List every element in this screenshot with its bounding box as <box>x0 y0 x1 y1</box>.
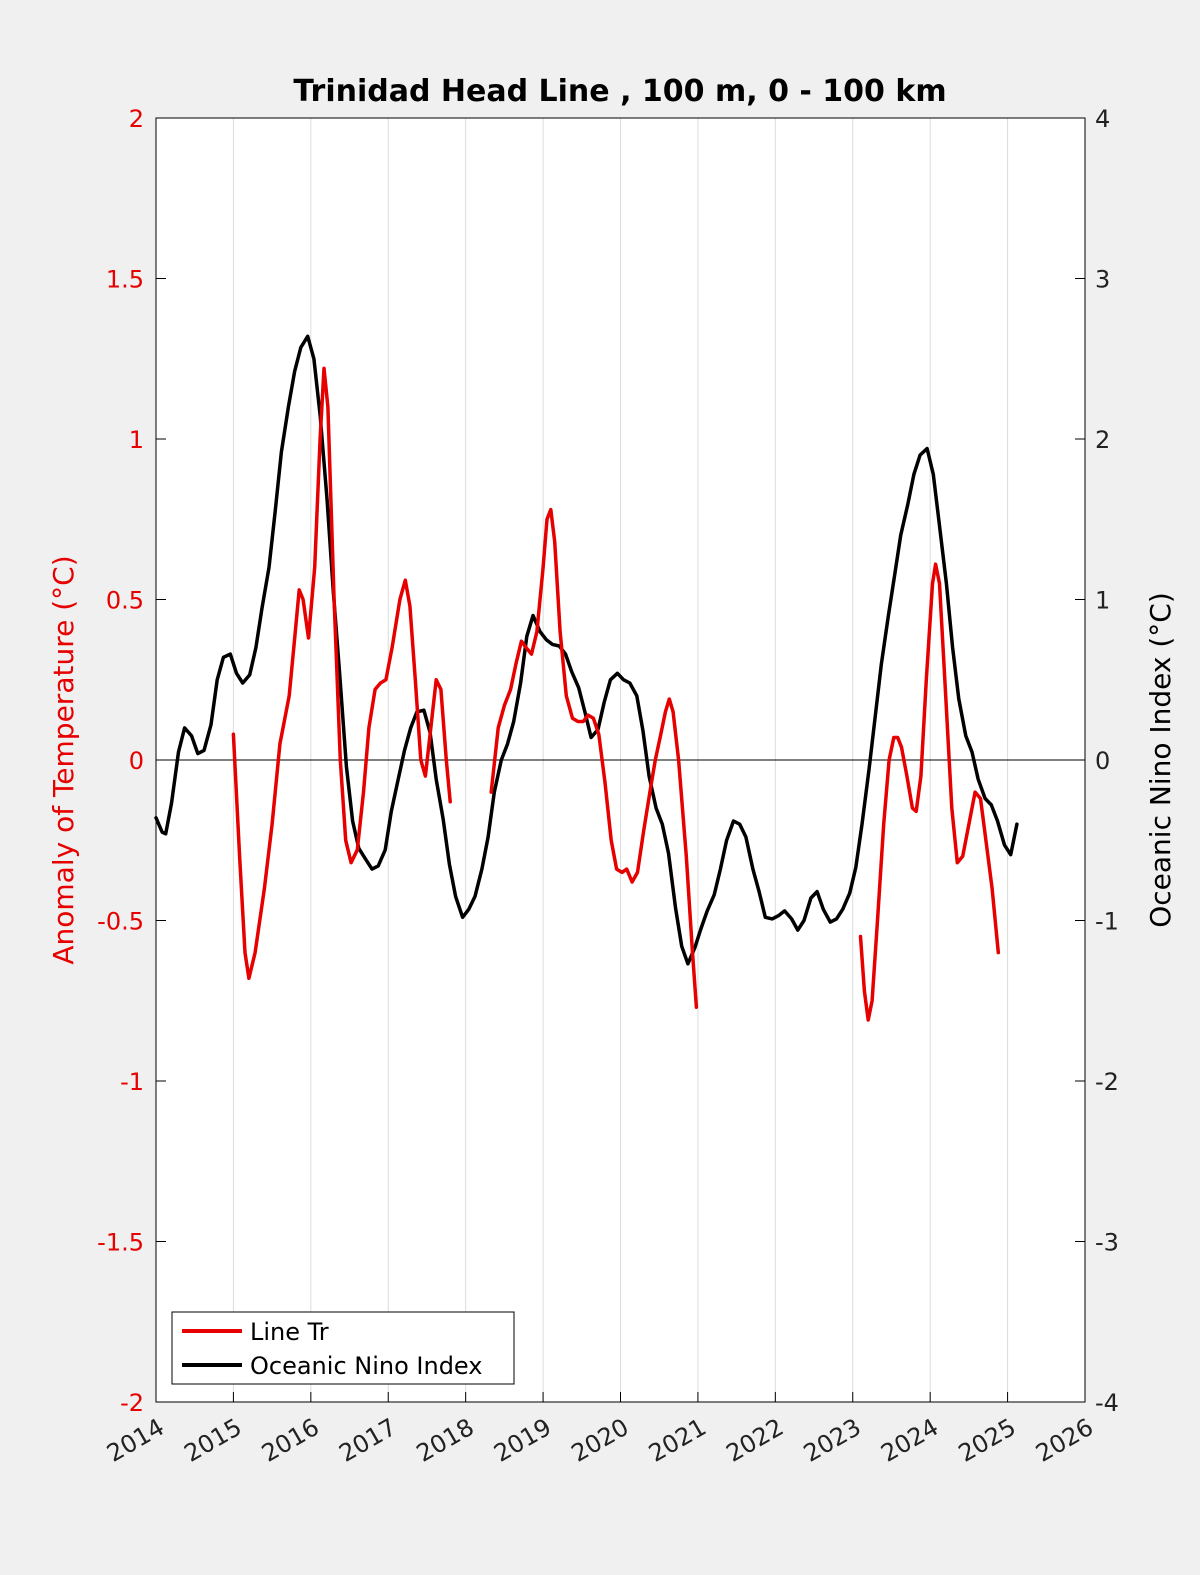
legend-label-oni: Oceanic Nino Index <box>250 1352 482 1380</box>
y-axis-left-label: Anomaly of Temperature (°C) <box>47 555 80 964</box>
chart-title: Trinidad Head Line , 100 m, 0 - 100 km <box>293 74 946 109</box>
y-right-tick-label: -2 <box>1095 1068 1119 1096</box>
y-right-tick-label: 3 <box>1095 266 1110 294</box>
y-left-tick-label: 0 <box>129 747 144 775</box>
y-right-tick-label: -4 <box>1095 1389 1119 1417</box>
y-left-tick-label: 2 <box>129 105 144 133</box>
y-left-tick-label: 0.5 <box>106 587 144 615</box>
y-right-tick-label: 2 <box>1095 426 1110 454</box>
legend-label-line-tr: Line Tr <box>250 1318 329 1346</box>
y-axis-right-label: Oceanic Nino Index (°C) <box>1144 592 1177 928</box>
legend: Line Tr Oceanic Nino Index <box>171 1311 515 1385</box>
y-right-tick-label: 4 <box>1095 105 1110 133</box>
series-line-line-tr-segment-0 <box>231 366 452 981</box>
legend-box <box>171 1311 515 1385</box>
y-right-tick-label: 0 <box>1095 747 1110 775</box>
series-line-line-tr-segment-2 <box>858 562 1001 1022</box>
y-left-tick-label: -1 <box>120 1068 144 1096</box>
y-left-tick-label: -1.5 <box>97 1229 144 1257</box>
y-left-tick-label: -2 <box>120 1389 144 1417</box>
y-left-tick-label: 1 <box>129 426 144 454</box>
series-line-oceanic-nino-index-segment-0 <box>154 334 1019 966</box>
y-left-tick-label: -0.5 <box>97 908 144 936</box>
y-right-tick-label: -3 <box>1095 1229 1119 1257</box>
y-right-tick-label: -1 <box>1095 908 1119 936</box>
y-right-tick-label: 1 <box>1095 587 1110 615</box>
y-left-tick-label: 1.5 <box>106 266 144 294</box>
series-line-line-tr-segment-1 <box>489 507 699 1009</box>
series-layer <box>154 334 1019 1022</box>
